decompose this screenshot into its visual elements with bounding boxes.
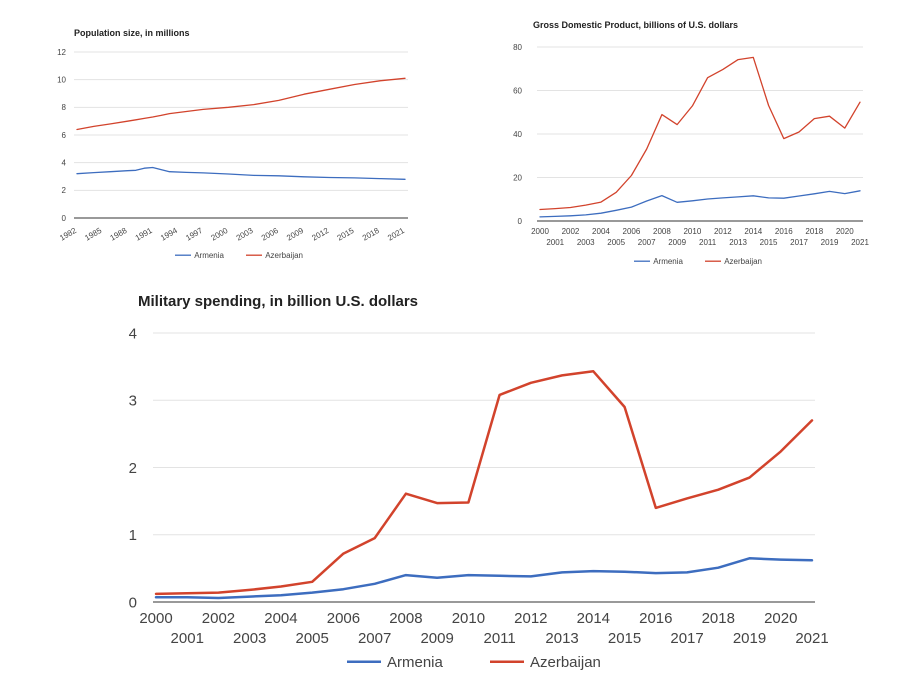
population-x-tick-label: 1991 [134,226,154,243]
gdp-x-tick-label: 2009 [668,238,686,247]
gdp-legend-label-azerbaijan: Azerbaijan [724,257,762,266]
gdp-y-tick-label: 20 [513,173,522,182]
gdp-x-tick-label: 2013 [729,238,747,247]
military-series-line-armenia [154,557,814,600]
gdp-x-tick-label: 2021 [851,238,869,247]
military-x-tick-label: 2017 [670,630,703,647]
gdp-chart: Gross Domestic Product, billions of U.S.… [513,20,869,266]
population-chart: Population size, in millions 0 2 4 6 8 10 12 19… [57,28,408,260]
population-y-tick-label: 0 [62,214,67,223]
military-x-tick-label: 2005 [296,630,329,647]
gdp-x-tick-label: 2008 [653,227,671,236]
military-y-tick-label: 3 [129,393,137,410]
gdp-chart-title: Gross Domestic Product, billions of U.S.… [533,20,738,30]
gdp-y-tick-label: 40 [513,130,522,139]
population-series-line-azerbaijan [76,77,406,131]
military-legend-label-azerbaijan: Azerbaijan [530,654,601,671]
military-x-tick-label: 2007 [358,630,391,647]
military-x-tick-label: 2008 [389,610,422,627]
gdp-y-tick-label: 60 [513,86,522,95]
population-x-tick-label: 2021 [386,226,406,243]
military-x-tick-label: 2012 [514,610,547,627]
gdp-x-tick-label: 2010 [683,227,701,236]
gdp-x-tick-label: 2002 [562,227,580,236]
military-x-tick-label: 2016 [639,610,672,627]
military-x-tick-label: 2019 [733,630,766,647]
military-x-tick-label: 2001 [171,630,204,647]
military-x-tick-label: 2000 [139,610,172,627]
military-x-tick-label: 2002 [202,610,235,627]
military-x-tick-label: 2014 [577,610,610,627]
population-y-tick-label: 12 [57,48,66,57]
gdp-series-line-azerbaijan [539,56,861,211]
military-x-tick-label: 2004 [264,610,297,627]
military-x-tick-label: 2020 [764,610,797,627]
gdp-legend-label-armenia: Armenia [653,257,683,266]
population-y-tick-label: 6 [62,131,67,140]
gdp-y-tick-label: 80 [513,43,522,52]
military-y-tick-label: 1 [129,527,137,544]
population-x-tick-label: 1997 [184,226,204,243]
military-series-line-azerbaijan [154,370,814,596]
military-spending-chart: Military spending, in billion U.S. dolla… [129,293,829,671]
military-y-tick-label: 0 [129,594,137,611]
population-x-tick-label: 1985 [83,226,103,243]
military-y-tick-label: 2 [129,460,137,477]
gdp-x-tick-label: 2018 [805,227,823,236]
gdp-x-tick-label: 2003 [577,238,595,247]
gdp-x-tick-label: 2000 [531,227,549,236]
population-x-tick-label: 2006 [260,226,280,243]
population-x-tick-label: 2000 [209,226,229,243]
military-x-tick-label: 2010 [452,610,485,627]
gdp-x-tick-label: 2012 [714,227,732,236]
military-x-tick-label: 2013 [545,630,578,647]
population-x-tick-label: 1988 [109,226,129,243]
population-legend-label-azerbaijan: Azerbaijan [265,251,303,260]
gdp-x-tick-label: 2005 [607,238,625,247]
gdp-x-tick-label: 2004 [592,227,610,236]
military-x-tick-label: 2006 [327,610,360,627]
military-x-tick-label: 2011 [483,630,515,647]
population-x-tick-label: 2012 [310,226,330,243]
gdp-x-tick-label: 2001 [546,238,564,247]
gdp-x-tick-label: 2007 [638,238,656,247]
gdp-x-tick-label: 2015 [760,238,778,247]
gdp-x-tick-label: 2014 [744,227,762,236]
population-y-tick-label: 2 [62,186,67,195]
gdp-x-tick-label: 2020 [836,227,854,236]
military-x-tick-label: 2003 [233,630,266,647]
population-y-tick-label: 4 [62,158,67,167]
military-x-tick-label: 2015 [608,630,641,647]
military-x-tick-label: 2021 [795,630,828,647]
gdp-x-tick-label: 2016 [775,227,793,236]
population-x-tick-label: 2003 [235,226,255,243]
population-y-tick-label: 10 [57,75,66,84]
gdp-x-tick-label: 2019 [821,238,839,247]
gdp-x-tick-label: 2017 [790,238,808,247]
gdp-x-tick-label: 2006 [623,227,641,236]
population-x-tick-label: 1994 [159,226,179,243]
military-x-tick-label: 2018 [702,610,735,627]
population-x-tick-label: 2009 [285,226,305,243]
population-chart-title: Population size, in millions [74,28,190,38]
population-x-tick-label: 2015 [336,226,356,243]
population-x-tick-label: 1982 [58,226,78,243]
population-x-tick-label: 2018 [361,226,381,243]
gdp-series-line-armenia [539,190,861,218]
population-legend-label-armenia: Armenia [194,251,224,260]
military-chart-title: Military spending, in billion U.S. dolla… [138,293,418,310]
military-y-tick-label: 4 [129,325,137,342]
military-legend-label-armenia: Armenia [387,654,444,671]
gdp-x-tick-label: 2011 [699,238,717,247]
population-y-tick-label: 8 [62,103,67,112]
military-x-tick-label: 2009 [420,630,453,647]
gdp-y-tick-label: 0 [518,217,523,226]
population-series-line-armenia [76,166,406,180]
